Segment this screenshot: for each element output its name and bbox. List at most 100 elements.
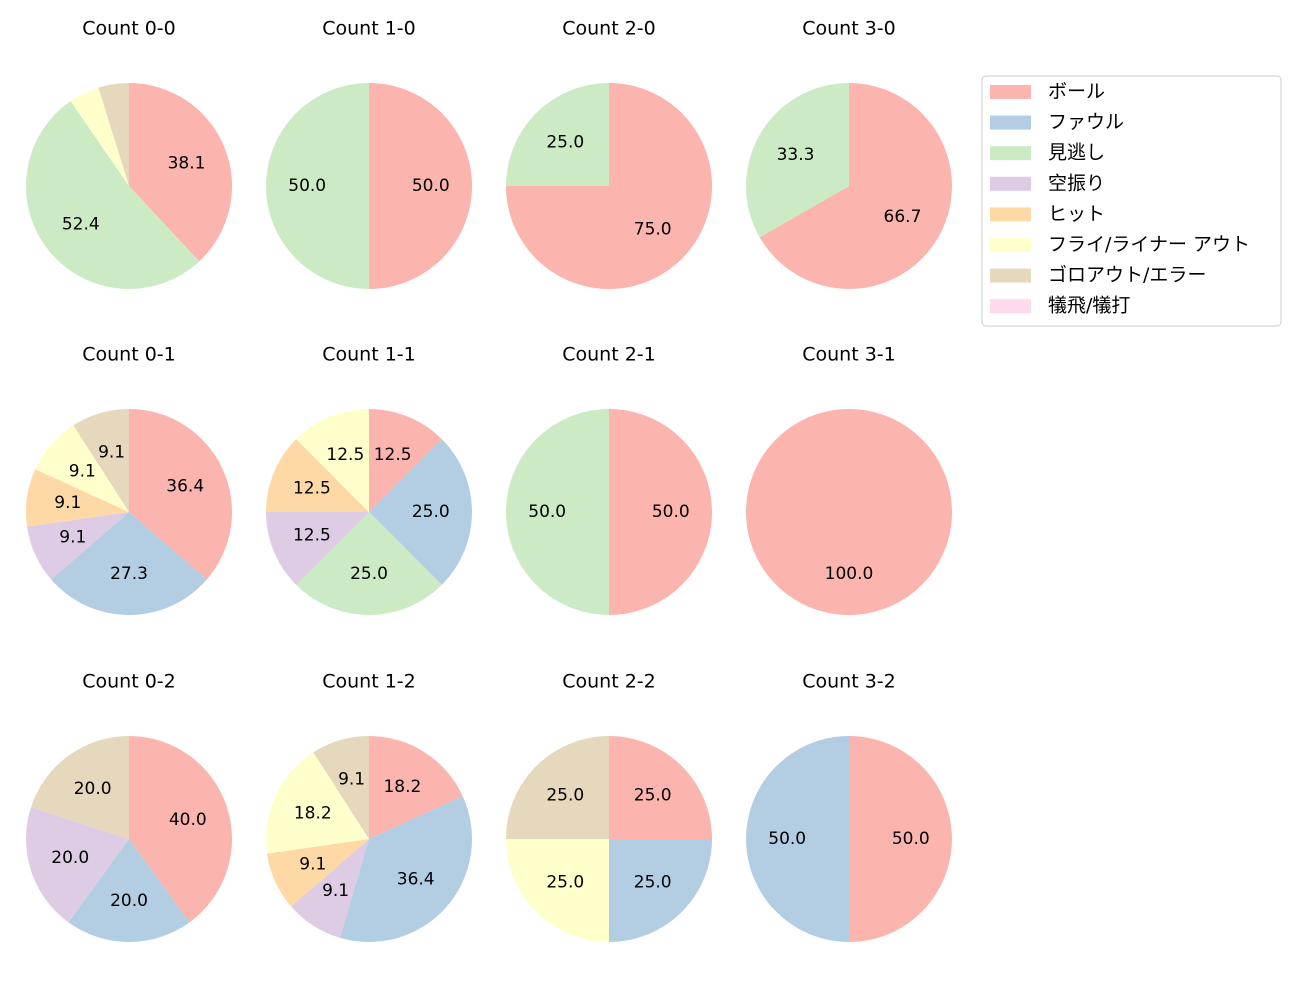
- legend-label: フライ/ライナー アウト: [1048, 234, 1250, 256]
- legend-swatch: [990, 115, 1031, 130]
- pie-slice: [746, 736, 849, 942]
- data-label: 25.0: [546, 785, 584, 805]
- pie-slice: [609, 839, 712, 942]
- pie-slice: [51, 512, 207, 616]
- pie-slice: [759, 83, 952, 289]
- pie-slice: [745, 83, 849, 238]
- legend-label: 見逃し: [1048, 142, 1105, 164]
- legend-swatch: [990, 238, 1031, 252]
- pie-slice: [609, 736, 712, 839]
- pie-slice: [35, 425, 129, 512]
- data-label: 100.0: [825, 564, 874, 584]
- data-label: 27.3: [110, 564, 148, 584]
- data-label: 12.5: [326, 445, 364, 465]
- pie-slice: [129, 736, 232, 923]
- data-label: 25.0: [634, 785, 672, 805]
- data-label: 9.1: [322, 881, 349, 901]
- data-label: 20.0: [51, 848, 89, 868]
- pie-slice: [369, 736, 463, 839]
- pie-slice: [25, 469, 129, 527]
- data-label: 20.0: [74, 779, 112, 799]
- legend-label: ボール: [1048, 81, 1105, 103]
- data-label: 12.5: [374, 445, 412, 465]
- legend-swatch: [990, 176, 1031, 191]
- data-label: 12.5: [293, 526, 331, 546]
- legend-label: ヒット: [1048, 203, 1105, 225]
- legend-swatch: [990, 299, 1031, 314]
- data-label: 36.4: [166, 476, 204, 496]
- pie-slice: [266, 83, 369, 289]
- data-label: 25.0: [412, 502, 450, 522]
- pie-slice: [98, 83, 129, 186]
- data-label: 50.0: [892, 829, 930, 849]
- pie-slice: [746, 409, 952, 615]
- pie-slice: [266, 439, 369, 512]
- data-label: 52.4: [62, 215, 100, 235]
- data-label: 50.0: [528, 502, 566, 522]
- pie-slice: [266, 752, 369, 854]
- chart-title: Count 3-0: [802, 18, 896, 40]
- pie-slice: [296, 409, 369, 512]
- data-label: 50.0: [288, 176, 326, 196]
- data-label: 12.5: [293, 478, 331, 498]
- pie-slice: [267, 839, 369, 907]
- pie-slice: [313, 736, 369, 839]
- data-label: 50.0: [652, 502, 690, 522]
- pie-slice: [609, 409, 712, 615]
- data-label: 25.0: [350, 564, 388, 584]
- chart-title: Count 2-1: [562, 344, 656, 366]
- chart-title: Count 3-2: [802, 671, 896, 693]
- pie-slice: [129, 83, 233, 262]
- data-label: 9.1: [338, 770, 365, 790]
- pie-slice: [296, 512, 442, 615]
- pie-slice: [369, 409, 442, 512]
- pie-slice: [27, 512, 129, 580]
- data-label: 9.1: [299, 855, 326, 875]
- legend-label: 空振り: [1048, 172, 1105, 194]
- pie-slice: [129, 409, 233, 580]
- data-label: 38.1: [168, 153, 206, 173]
- legend-label: ゴロアウト/エラー: [1048, 264, 1206, 286]
- chart-title: Count 2-2: [562, 671, 656, 693]
- pie-slice: [70, 87, 129, 186]
- pie-slice: [506, 839, 609, 942]
- pie-slice: [266, 512, 369, 585]
- legend-swatch: [990, 268, 1031, 283]
- chart-title: Count 0-0: [82, 18, 176, 40]
- data-label: 9.1: [54, 493, 81, 513]
- legend-swatch: [990, 207, 1031, 222]
- pie-slice: [369, 439, 472, 585]
- data-label: 75.0: [634, 220, 672, 240]
- pie-slice: [506, 83, 609, 186]
- data-label: 25.0: [634, 873, 672, 893]
- data-label: 40.0: [169, 810, 207, 830]
- pie-slice: [849, 736, 952, 942]
- legend-label: ファウル: [1048, 111, 1124, 133]
- pie-slice: [68, 839, 190, 942]
- legend-box: [981, 75, 1282, 327]
- legend-label: 犠飛/犠打: [1048, 295, 1130, 317]
- legend-swatch: [990, 146, 1031, 161]
- pie-slice: [506, 409, 609, 615]
- data-label: 20.0: [110, 891, 148, 911]
- pie-slice: [369, 83, 472, 289]
- data-label: 18.2: [294, 803, 332, 823]
- chart-title: Count 1-2: [322, 671, 416, 693]
- data-label: 18.2: [383, 777, 421, 797]
- pie-slice: [291, 839, 369, 938]
- pie-slice: [73, 409, 129, 512]
- chart-title: Count 1-1: [322, 344, 416, 366]
- data-label: 50.0: [412, 176, 450, 196]
- data-label: 9.1: [59, 528, 86, 548]
- data-label: 33.3: [777, 145, 815, 165]
- data-label: 25.0: [546, 132, 584, 152]
- legend-swatch: [990, 85, 1031, 99]
- data-label: 9.1: [98, 443, 125, 463]
- data-label: 25.0: [546, 873, 584, 893]
- data-label: 36.4: [397, 869, 435, 889]
- chart-title: Count 0-1: [82, 344, 176, 366]
- data-label: 50.0: [768, 829, 806, 849]
- chart-title: Count 3-1: [802, 344, 896, 366]
- pie-slice: [26, 807, 130, 923]
